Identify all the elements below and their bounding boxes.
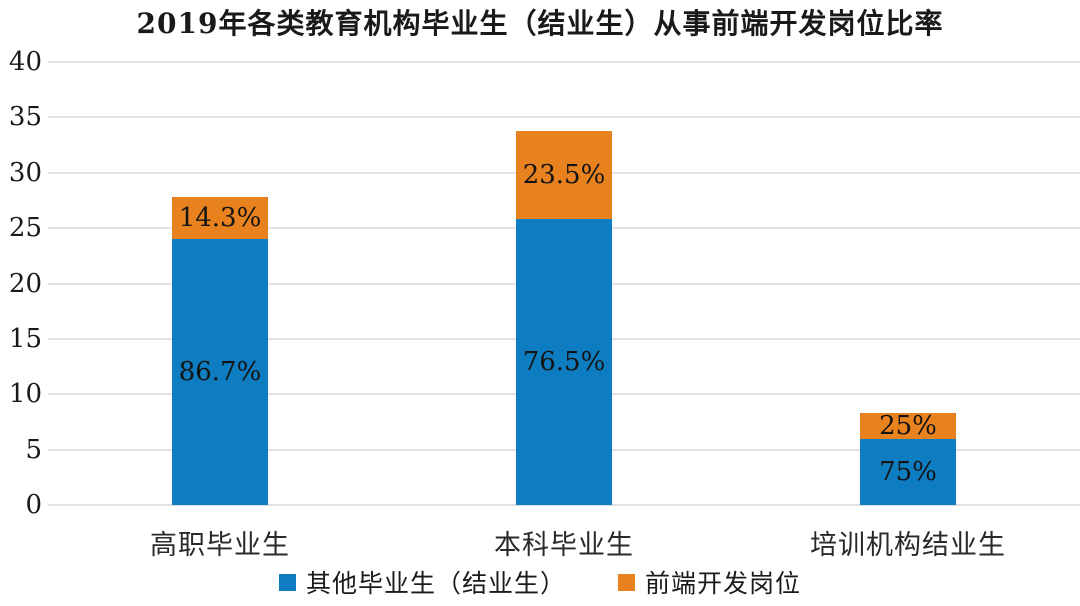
stacked-bar: 76.5% 23.5% [516, 62, 612, 505]
bar-segment: 86.7% [172, 239, 268, 505]
y-tick-label: 0 [25, 490, 42, 520]
y-tick-label: 5 [25, 434, 42, 465]
y-axis: 0 5 10 15 20 25 30 35 40 [0, 49, 42, 518]
y-tick-label: 15 [8, 323, 42, 354]
x-category-label: 培训机构结业生 [810, 530, 1006, 561]
y-tick-label: 40 [8, 47, 42, 77]
legend-swatch [618, 573, 635, 591]
bar-segment: 23.5% [516, 130, 612, 220]
gridline [48, 116, 1080, 119]
x-category-label: 本科毕业生 [494, 530, 634, 561]
bar-segment: 75% [860, 438, 956, 505]
x-axis: 高职毕业生 本科毕业生 培训机构结业生 [48, 505, 1080, 562]
bar-column: 86.7% 14.3% [48, 62, 392, 505]
bars: 86.7% 14.3% 76.5% 23.5% 75% 25% [48, 62, 1080, 505]
legend-label: 前端开发岗位 [645, 569, 802, 598]
segment-value-label: 23.5% [522, 159, 606, 190]
bar-segment: 14.3% [172, 197, 268, 240]
y-tick-label: 35 [8, 102, 42, 133]
y-tick-label: 20 [8, 268, 42, 299]
segment-value-label: 86.7% [178, 357, 262, 388]
x-category-label: 高职毕业生 [150, 530, 290, 561]
bar-segment: 25% [860, 410, 956, 441]
bar-column: 75% 25% [736, 62, 1080, 505]
legend-item: 其他毕业生（结业生） [278, 564, 566, 600]
segment-value-label: 14.3% [178, 203, 262, 234]
legend-label: 其他毕业生（结业生） [305, 569, 566, 598]
plot-area: 86.7% 14.3% 76.5% 23.5% 75% 25% [48, 61, 1080, 506]
bar-column: 76.5% 23.5% [392, 62, 736, 505]
legend-item: 前端开发岗位 [618, 564, 801, 600]
gridline [48, 504, 1080, 506]
chart-title: 2019年各类教育机构毕业生（结业生）从事前端开发岗位比率 [136, 7, 944, 40]
segment-value-label: 75% [879, 456, 937, 487]
segment-value-label: 25% [879, 410, 937, 441]
y-tick-label: 10 [8, 379, 42, 410]
legend-swatch [278, 573, 296, 591]
bar-segment: 76.5% [516, 219, 612, 505]
stacked-bar: 86.7% 14.3% [172, 62, 268, 505]
y-tick-label: 30 [8, 157, 42, 188]
stacked-bar: 75% 25% [860, 62, 956, 505]
y-tick-label: 25 [8, 213, 42, 244]
gridline [48, 61, 1080, 63]
segment-value-label: 76.5% [522, 347, 606, 378]
legend: 其他毕业生（结业生） 前端开发岗位 [0, 564, 1080, 600]
